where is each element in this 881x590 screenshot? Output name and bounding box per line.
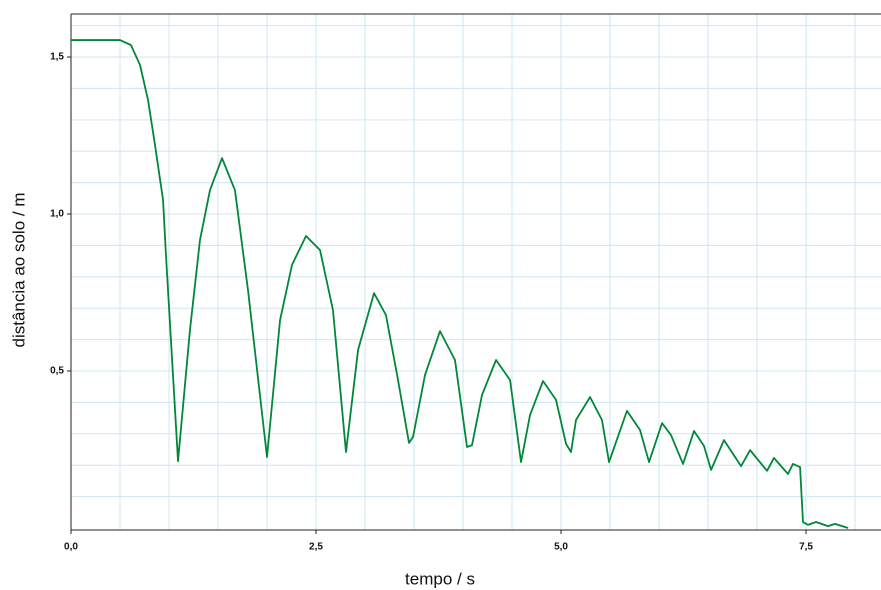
y-tick-label: 1,0 [50, 209, 64, 220]
x-tick-label: 5,0 [554, 542, 568, 553]
x-tick-label: 7,5 [799, 542, 813, 553]
y-tick-label: 1,5 [50, 52, 64, 63]
data-line [71, 39, 849, 529]
x-axis-title: tempo / s [405, 569, 475, 588]
x-tick-label: 0,0 [64, 542, 78, 553]
y-axis-title: distância ao solo / m [9, 193, 28, 348]
y-tick-label: 0,5 [50, 366, 64, 377]
x-tick-label: 2,5 [309, 542, 323, 553]
